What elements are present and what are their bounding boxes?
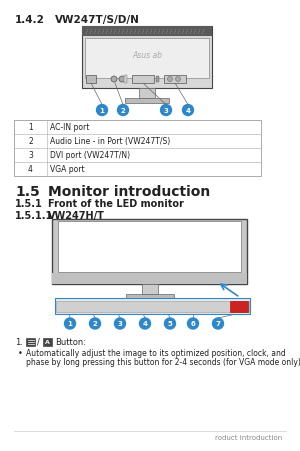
Text: 1: 1: [28, 123, 33, 132]
Text: 2: 2: [121, 108, 125, 114]
Text: 1: 1: [100, 108, 104, 114]
Circle shape: [164, 318, 175, 329]
Text: 1: 1: [68, 321, 72, 327]
Circle shape: [160, 105, 172, 116]
Bar: [52, 273, 247, 284]
Text: 1.5.1: 1.5.1: [15, 199, 43, 209]
Text: 1.5.1.1: 1.5.1.1: [15, 211, 53, 221]
Circle shape: [111, 77, 117, 83]
Bar: [125, 294, 173, 298]
Bar: [156, 77, 159, 83]
Text: VGA port: VGA port: [50, 165, 85, 174]
Text: Audio Line - in Port (VW247T/S): Audio Line - in Port (VW247T/S): [50, 137, 170, 146]
Text: 6: 6: [190, 321, 195, 327]
Bar: [124, 76, 127, 84]
Circle shape: [118, 105, 128, 116]
Bar: [125, 99, 169, 104]
Circle shape: [140, 318, 151, 329]
Text: 1.: 1.: [15, 337, 23, 346]
Bar: [14, 120, 261, 176]
Bar: [139, 89, 155, 99]
Text: 1.5: 1.5: [15, 184, 40, 198]
Bar: [82, 27, 212, 89]
Text: 4: 4: [28, 165, 33, 174]
Circle shape: [176, 77, 181, 83]
Text: phase by long pressing this button for 2-4 seconds (for VGA mode only).: phase by long pressing this button for 2…: [26, 357, 300, 366]
Text: Button:: Button:: [55, 337, 86, 346]
Text: Monitor introduction: Monitor introduction: [48, 184, 210, 198]
Text: 7: 7: [216, 321, 220, 327]
Bar: [26, 338, 35, 346]
Text: Front of the LED monitor: Front of the LED monitor: [48, 199, 184, 209]
Circle shape: [115, 318, 125, 329]
Text: A: A: [45, 340, 50, 345]
Text: 5: 5: [168, 321, 172, 327]
Text: AC-IN port: AC-IN port: [50, 123, 89, 132]
Circle shape: [167, 77, 172, 83]
Text: 4: 4: [142, 321, 148, 327]
Text: DVI port (VW247T/N): DVI port (VW247T/N): [50, 151, 130, 160]
Text: 1.4.2: 1.4.2: [15, 15, 45, 25]
Text: roduct Introduction: roduct Introduction: [215, 434, 282, 440]
Text: /: /: [37, 337, 40, 346]
Circle shape: [119, 77, 125, 83]
Circle shape: [182, 105, 194, 116]
Text: 3: 3: [118, 321, 122, 327]
Text: VW247T/S/D/N: VW247T/S/D/N: [55, 15, 140, 25]
Text: 3: 3: [28, 151, 33, 160]
Bar: [164, 76, 186, 84]
Text: VW247H/T: VW247H/T: [48, 211, 105, 221]
Circle shape: [97, 105, 107, 116]
Circle shape: [89, 318, 100, 329]
Bar: [82, 27, 212, 37]
Bar: [86, 76, 96, 84]
Circle shape: [212, 318, 224, 329]
Circle shape: [64, 318, 76, 329]
Bar: [58, 221, 241, 272]
Text: Automatically adjust the image to its optimized position, clock, and: Automatically adjust the image to its op…: [26, 348, 286, 357]
Bar: [52, 219, 247, 284]
Bar: [43, 338, 52, 346]
Text: 2: 2: [93, 321, 98, 327]
Bar: [85, 39, 209, 79]
Bar: [55, 298, 250, 314]
Text: 2: 2: [28, 137, 33, 146]
Bar: [56, 301, 249, 312]
Bar: [132, 76, 154, 84]
Text: •: •: [18, 348, 23, 357]
Bar: [142, 284, 158, 294]
Text: 4: 4: [185, 108, 190, 114]
Circle shape: [188, 318, 199, 329]
Bar: [230, 301, 248, 312]
Text: Asus ab: Asus ab: [132, 51, 162, 60]
Text: 3: 3: [164, 108, 168, 114]
